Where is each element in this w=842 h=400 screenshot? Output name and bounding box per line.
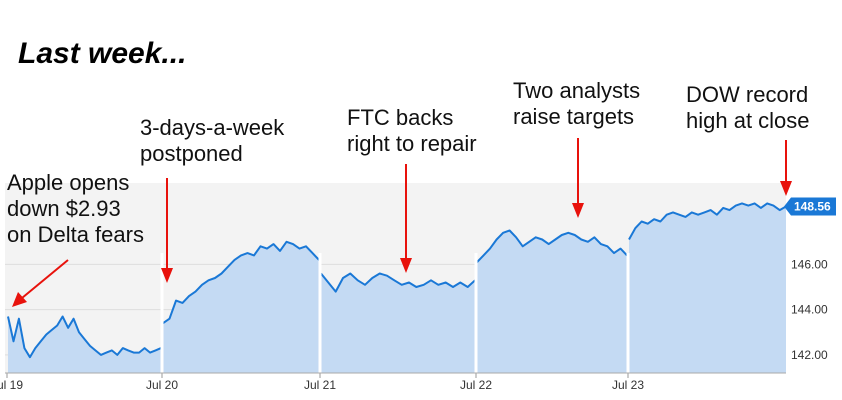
- annotation-analysts-targets: Two analysts raise targets: [513, 78, 646, 129]
- annotation-3-days-postponed: 3-days-a-week postponed: [140, 115, 290, 166]
- annotation-ftc-repair: FTC backs right to repair: [347, 105, 477, 156]
- price-area-segment: [163, 241, 319, 373]
- x-tick-label: Jul 20: [146, 378, 178, 392]
- annotation-line: right to repair: [347, 131, 477, 156]
- last-value-badge-shape: [784, 197, 836, 216]
- price-line-segment: [628, 202, 787, 240]
- annotation-line: DOW record: [686, 82, 808, 107]
- annotation-line: on Delta fears: [7, 222, 144, 247]
- price-line-segment: [162, 240, 320, 325]
- annotation-apple-opens: Apple opens down $2.93 on Delta fears: [7, 170, 144, 247]
- price-line-segment: [476, 229, 628, 263]
- annotation-line: 3-days-a-week: [140, 115, 285, 140]
- price-area-segment: [8, 316, 161, 373]
- price-area: [8, 203, 786, 373]
- arrow-apple-opens: [21, 259, 69, 299]
- x-axis-ticks: Jul 19 Jul 20 Jul 21 Jul 22 Jul 23: [0, 372, 786, 392]
- annotation-line: raise targets: [513, 104, 634, 129]
- annotation-dow-record: DOW record high at close: [686, 82, 814, 133]
- last-value-label: 148.56: [794, 200, 831, 214]
- arrow-ftc-repair-head: [400, 258, 412, 273]
- annotation-line: Apple opens: [7, 170, 129, 195]
- x-tick-label: Jul 23: [612, 378, 644, 392]
- arrow-analysts-targets-head: [572, 203, 584, 218]
- x-tick-label: Jul 19: [0, 378, 23, 392]
- last-value-badge: 148.56: [784, 197, 836, 216]
- annotation-line: down $2.93: [7, 196, 121, 221]
- arrow-3-days-postponed-head: [161, 268, 173, 283]
- price-line-segment: [7, 315, 162, 359]
- annotation-line: high at close: [686, 108, 810, 133]
- day-dividers: [160, 253, 630, 373]
- arrow-apple-opens-head: [12, 292, 27, 307]
- price-area-segment: [321, 273, 475, 373]
- price-line-segment: [320, 272, 476, 293]
- annotation-line: FTC backs: [347, 105, 453, 130]
- price-area-segment: [629, 203, 786, 373]
- y-tick-label: 144.00: [791, 303, 828, 317]
- chart-title: Last week...: [18, 37, 186, 70]
- x-tick-label: Jul 21: [304, 378, 336, 392]
- y-axis-ticks: 142.00 144.00 146.00: [791, 257, 828, 361]
- price-line: [7, 202, 787, 359]
- y-tick-label: 146.00: [791, 257, 828, 271]
- y-tick-label: 142.00: [791, 348, 828, 362]
- annotation-arrows: [12, 138, 792, 307]
- price-area-segment: [477, 230, 627, 373]
- x-tick-label: Jul 22: [460, 378, 492, 392]
- annotation-line: Two analysts: [513, 78, 640, 103]
- annotation-line: postponed: [140, 141, 243, 166]
- arrow-dow-record-head: [780, 181, 792, 196]
